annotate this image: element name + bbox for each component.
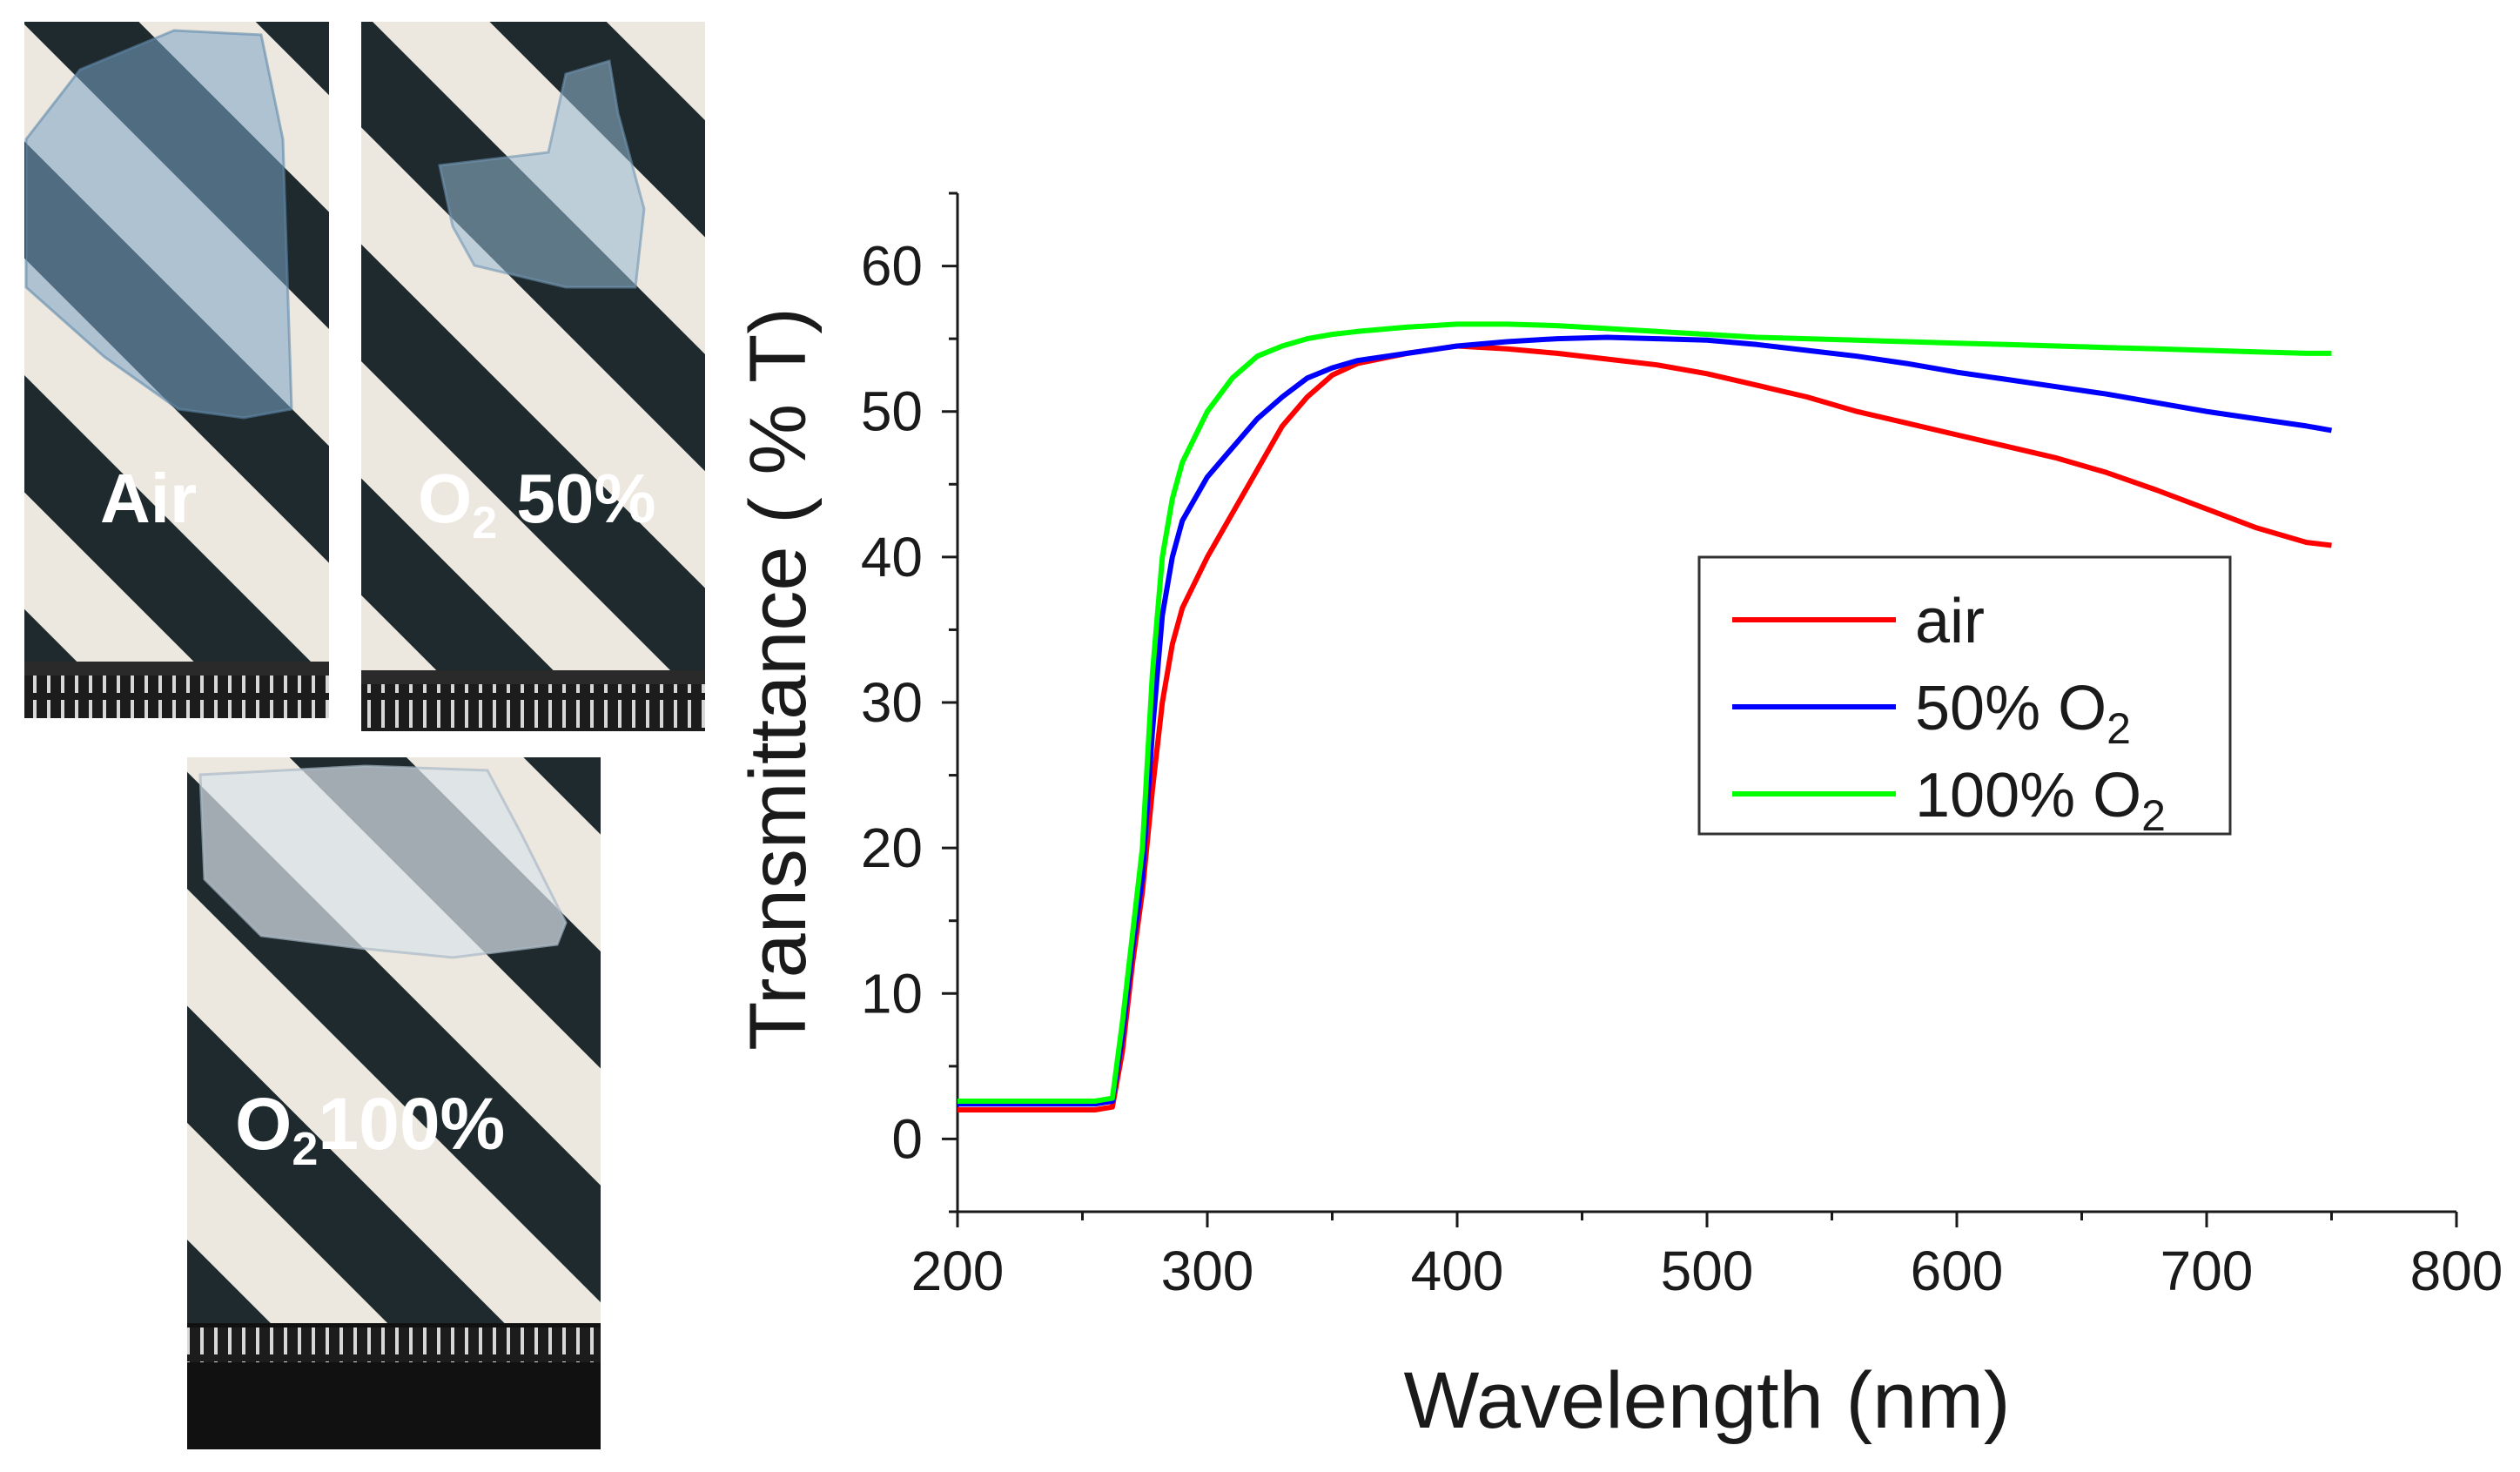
photo-label-air: Air	[100, 460, 197, 537]
sample-film-air	[24, 29, 293, 420]
legend-item-air: air	[1732, 587, 1985, 656]
x-ticks: 200 300 400 500 600 700 800	[911, 1212, 2503, 1302]
sample-film-o2-100	[198, 764, 568, 959]
legend-label-50-o2: 50% O2	[1915, 674, 2131, 753]
legend: air 50% O2 100% O2	[1697, 555, 2232, 840]
photo-label-o2-50: O2 50%	[418, 460, 656, 548]
x-tick-label: 500	[1661, 1240, 1754, 1302]
x-axis-title: Wavelength (nm)	[1403, 1356, 2010, 1445]
legend-box	[1697, 555, 2232, 836]
legend-label-air: air	[1915, 587, 1985, 656]
x-tick-label: 800	[2410, 1240, 2503, 1302]
series-layer	[958, 321, 2333, 1112]
y-tick-label: 30	[861, 671, 923, 734]
photo-air: Air	[24, 22, 329, 718]
x-tick-label: 700	[2160, 1240, 2254, 1302]
y-tick-label: 20	[861, 817, 923, 879]
sample-film-o2-50	[438, 59, 646, 289]
photo-label-o2-100: O2100%	[235, 1083, 505, 1175]
x-tick-label: 200	[911, 1240, 1005, 1302]
y-tick-label: 50	[861, 380, 923, 443]
legend-item-100-o2: 100% O2	[1732, 761, 2166, 840]
legend-item-50-o2: 50% O2	[1732, 674, 2131, 753]
y-axis-title: Transmittance ( % T)	[734, 307, 823, 1051]
x-tick-label: 400	[1411, 1240, 1504, 1302]
photo-o2-50: O2 50%	[361, 22, 705, 731]
y-tick-label: 0	[891, 1107, 923, 1170]
x-tick-label: 600	[1911, 1240, 2004, 1302]
y-tick-label: 40	[861, 526, 923, 588]
series-line-100-o2	[958, 321, 2332, 1104]
y-tick-label: 10	[861, 962, 923, 1025]
y-ticks: 0 10 20 30 40 50 60	[861, 192, 958, 1213]
legend-label-100-o2: 100% O2	[1915, 761, 2166, 840]
photo-o2-100: O2100%	[187, 757, 601, 1449]
y-tick-label: 60	[861, 235, 923, 298]
x-tick-label: 300	[1161, 1240, 1254, 1302]
